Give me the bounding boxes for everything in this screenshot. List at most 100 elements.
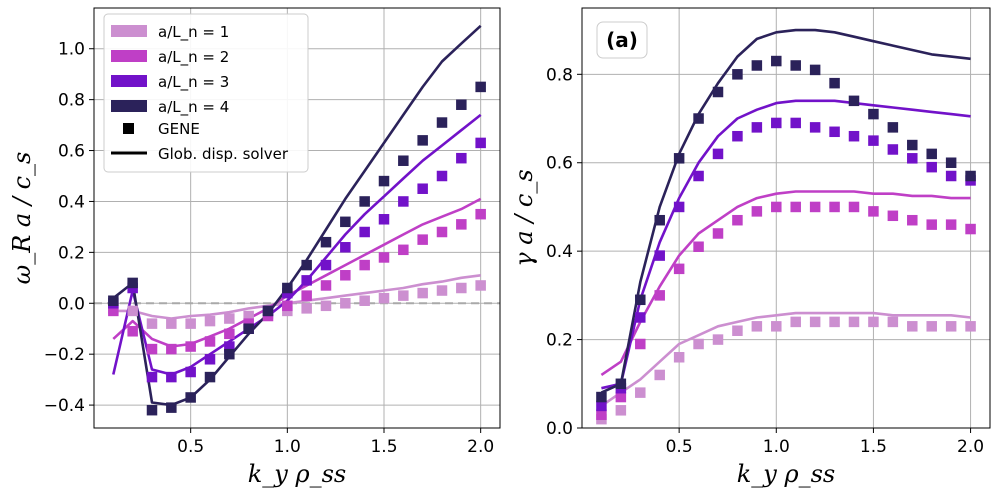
gene-point-n3 [771, 117, 782, 129]
gene-point-n1 [926, 321, 937, 332]
gene-point-n2 [751, 206, 763, 217]
gene-point-n3 [417, 183, 428, 194]
legend-label-n3: a/L_n = 3 [158, 73, 229, 92]
gene-point-n2 [436, 226, 448, 238]
gene-point-n4 [712, 86, 724, 98]
gene-point-n2 [596, 409, 607, 420]
gene-point-n2 [320, 280, 332, 291]
gene-point-n3 [868, 135, 879, 146]
gene-point-n2 [673, 263, 685, 275]
gene-point-n4 [790, 60, 801, 71]
legend-label-n2: a/L_n = 2 [158, 48, 229, 67]
gene-point-n2 [926, 219, 937, 230]
x-tick-label: 2.0 [957, 437, 984, 457]
gene-point-n2 [848, 201, 860, 213]
gene-point-n4 [436, 117, 448, 128]
y-tick-label: 0.6 [546, 154, 573, 174]
gene-point-n4 [320, 236, 332, 248]
legend-label-n1: a/L_n = 1 [158, 23, 229, 42]
x-tick-label: 1.0 [763, 437, 790, 457]
gene-point-n1 [790, 316, 801, 328]
gene-point-n3 [751, 122, 763, 133]
panel-badge: (a) [596, 21, 648, 59]
gene-point-n1 [809, 316, 821, 328]
left-ticks: 0.5 1.0 1.5 2.0 −0.4 −0.2 0.0 0.2 0.4 0.6 0.8 1.0 [44, 40, 494, 457]
gene-point-n1 [887, 316, 899, 328]
gene-point-n2 [887, 210, 899, 222]
gene-point-n4 [907, 139, 918, 151]
gene-point-n3 [635, 312, 646, 323]
badge-box [596, 21, 648, 59]
gene-point-n3 [456, 152, 467, 164]
x-tick-label: 1.0 [274, 437, 301, 457]
gene-point-n4 [475, 81, 486, 93]
gene-point-n1 [146, 318, 158, 329]
gene-point-n3 [596, 400, 607, 412]
gene-point-n4 [615, 378, 627, 390]
right-gene-points [596, 55, 976, 425]
y-tick-label: 0.4 [58, 192, 85, 212]
gene-point-n3 [475, 137, 486, 149]
gene-point-n1 [243, 310, 254, 322]
gene-point-n4 [809, 64, 821, 76]
gene-point-n3 [809, 122, 821, 133]
gene-point-n1 [965, 321, 976, 332]
gene-point-n4 [417, 135, 428, 146]
right-panel: 0.5 1.0 1.5 2.0 0.0 0.2 0.4 0.6 0.8 k_y ρ_ss γ a… [510, 7, 991, 488]
right-axes-frame [581, 7, 991, 429]
gene-point-n2 [907, 214, 918, 226]
gene-point-n1 [751, 321, 763, 332]
gene-point-n4 [635, 294, 646, 306]
gene-point-n4 [166, 402, 177, 413]
gene-point-n4 [301, 259, 312, 271]
x-tick-label: 0.5 [177, 437, 204, 457]
gene-point-n2 [108, 305, 119, 317]
left-gene-points [108, 81, 486, 416]
gene-point-n3 [224, 341, 235, 352]
y-tick-label: 0.0 [546, 419, 573, 439]
gene-point-n2 [340, 270, 351, 281]
gene-point-n3 [166, 371, 177, 383]
gene-point-n3 [829, 126, 840, 138]
gene-point-n3 [359, 226, 370, 238]
gene-point-n4 [127, 277, 138, 289]
gene-point-n4 [654, 214, 665, 226]
gene-point-n1 [456, 282, 467, 294]
gene-point-n1 [771, 321, 782, 332]
legend-label-gene: GENE [158, 120, 200, 138]
gene-point-n2 [732, 214, 743, 226]
gene-point-n1 [848, 316, 860, 328]
y-tick-label: 0.8 [546, 65, 573, 85]
legend-box [103, 13, 309, 173]
y-tick-label: 0.8 [58, 91, 85, 111]
gene-point-n2 [204, 336, 216, 347]
gene-point-n4 [965, 170, 976, 182]
gene-point-n4 [829, 77, 840, 89]
gene-point-n1 [224, 313, 235, 324]
gene-point-n2 [475, 208, 486, 220]
gene-point-n1 [615, 405, 627, 416]
gene-point-n2 [965, 223, 976, 235]
gene-point-n2 [712, 228, 724, 239]
solver-line-n1 [113, 274, 481, 320]
right-y-axis-label: γ a / c_s [510, 169, 538, 266]
gene-point-n4 [378, 175, 390, 187]
gene-point-n3 [712, 148, 724, 160]
gene-point-n4 [262, 305, 274, 317]
gene-point-n1 [712, 334, 724, 345]
gene-point-n2 [456, 219, 467, 230]
gene-point-n4 [243, 323, 254, 334]
gene-point-n2 [654, 290, 665, 301]
gene-point-n2 [790, 201, 801, 213]
gene-point-n3 [848, 130, 860, 142]
gene-point-n2 [378, 252, 390, 263]
gene-point-n1 [166, 318, 177, 329]
gene-point-n3 [340, 242, 351, 253]
solver-line-n3 [601, 99, 971, 390]
solver-line-n4 [600, 28, 971, 394]
gene-point-n1 [654, 369, 665, 381]
gene-point-n4 [693, 113, 704, 124]
gene-point-n4 [771, 55, 782, 67]
gene-point-n3 [146, 371, 158, 383]
solver-line-n2 [600, 190, 971, 376]
